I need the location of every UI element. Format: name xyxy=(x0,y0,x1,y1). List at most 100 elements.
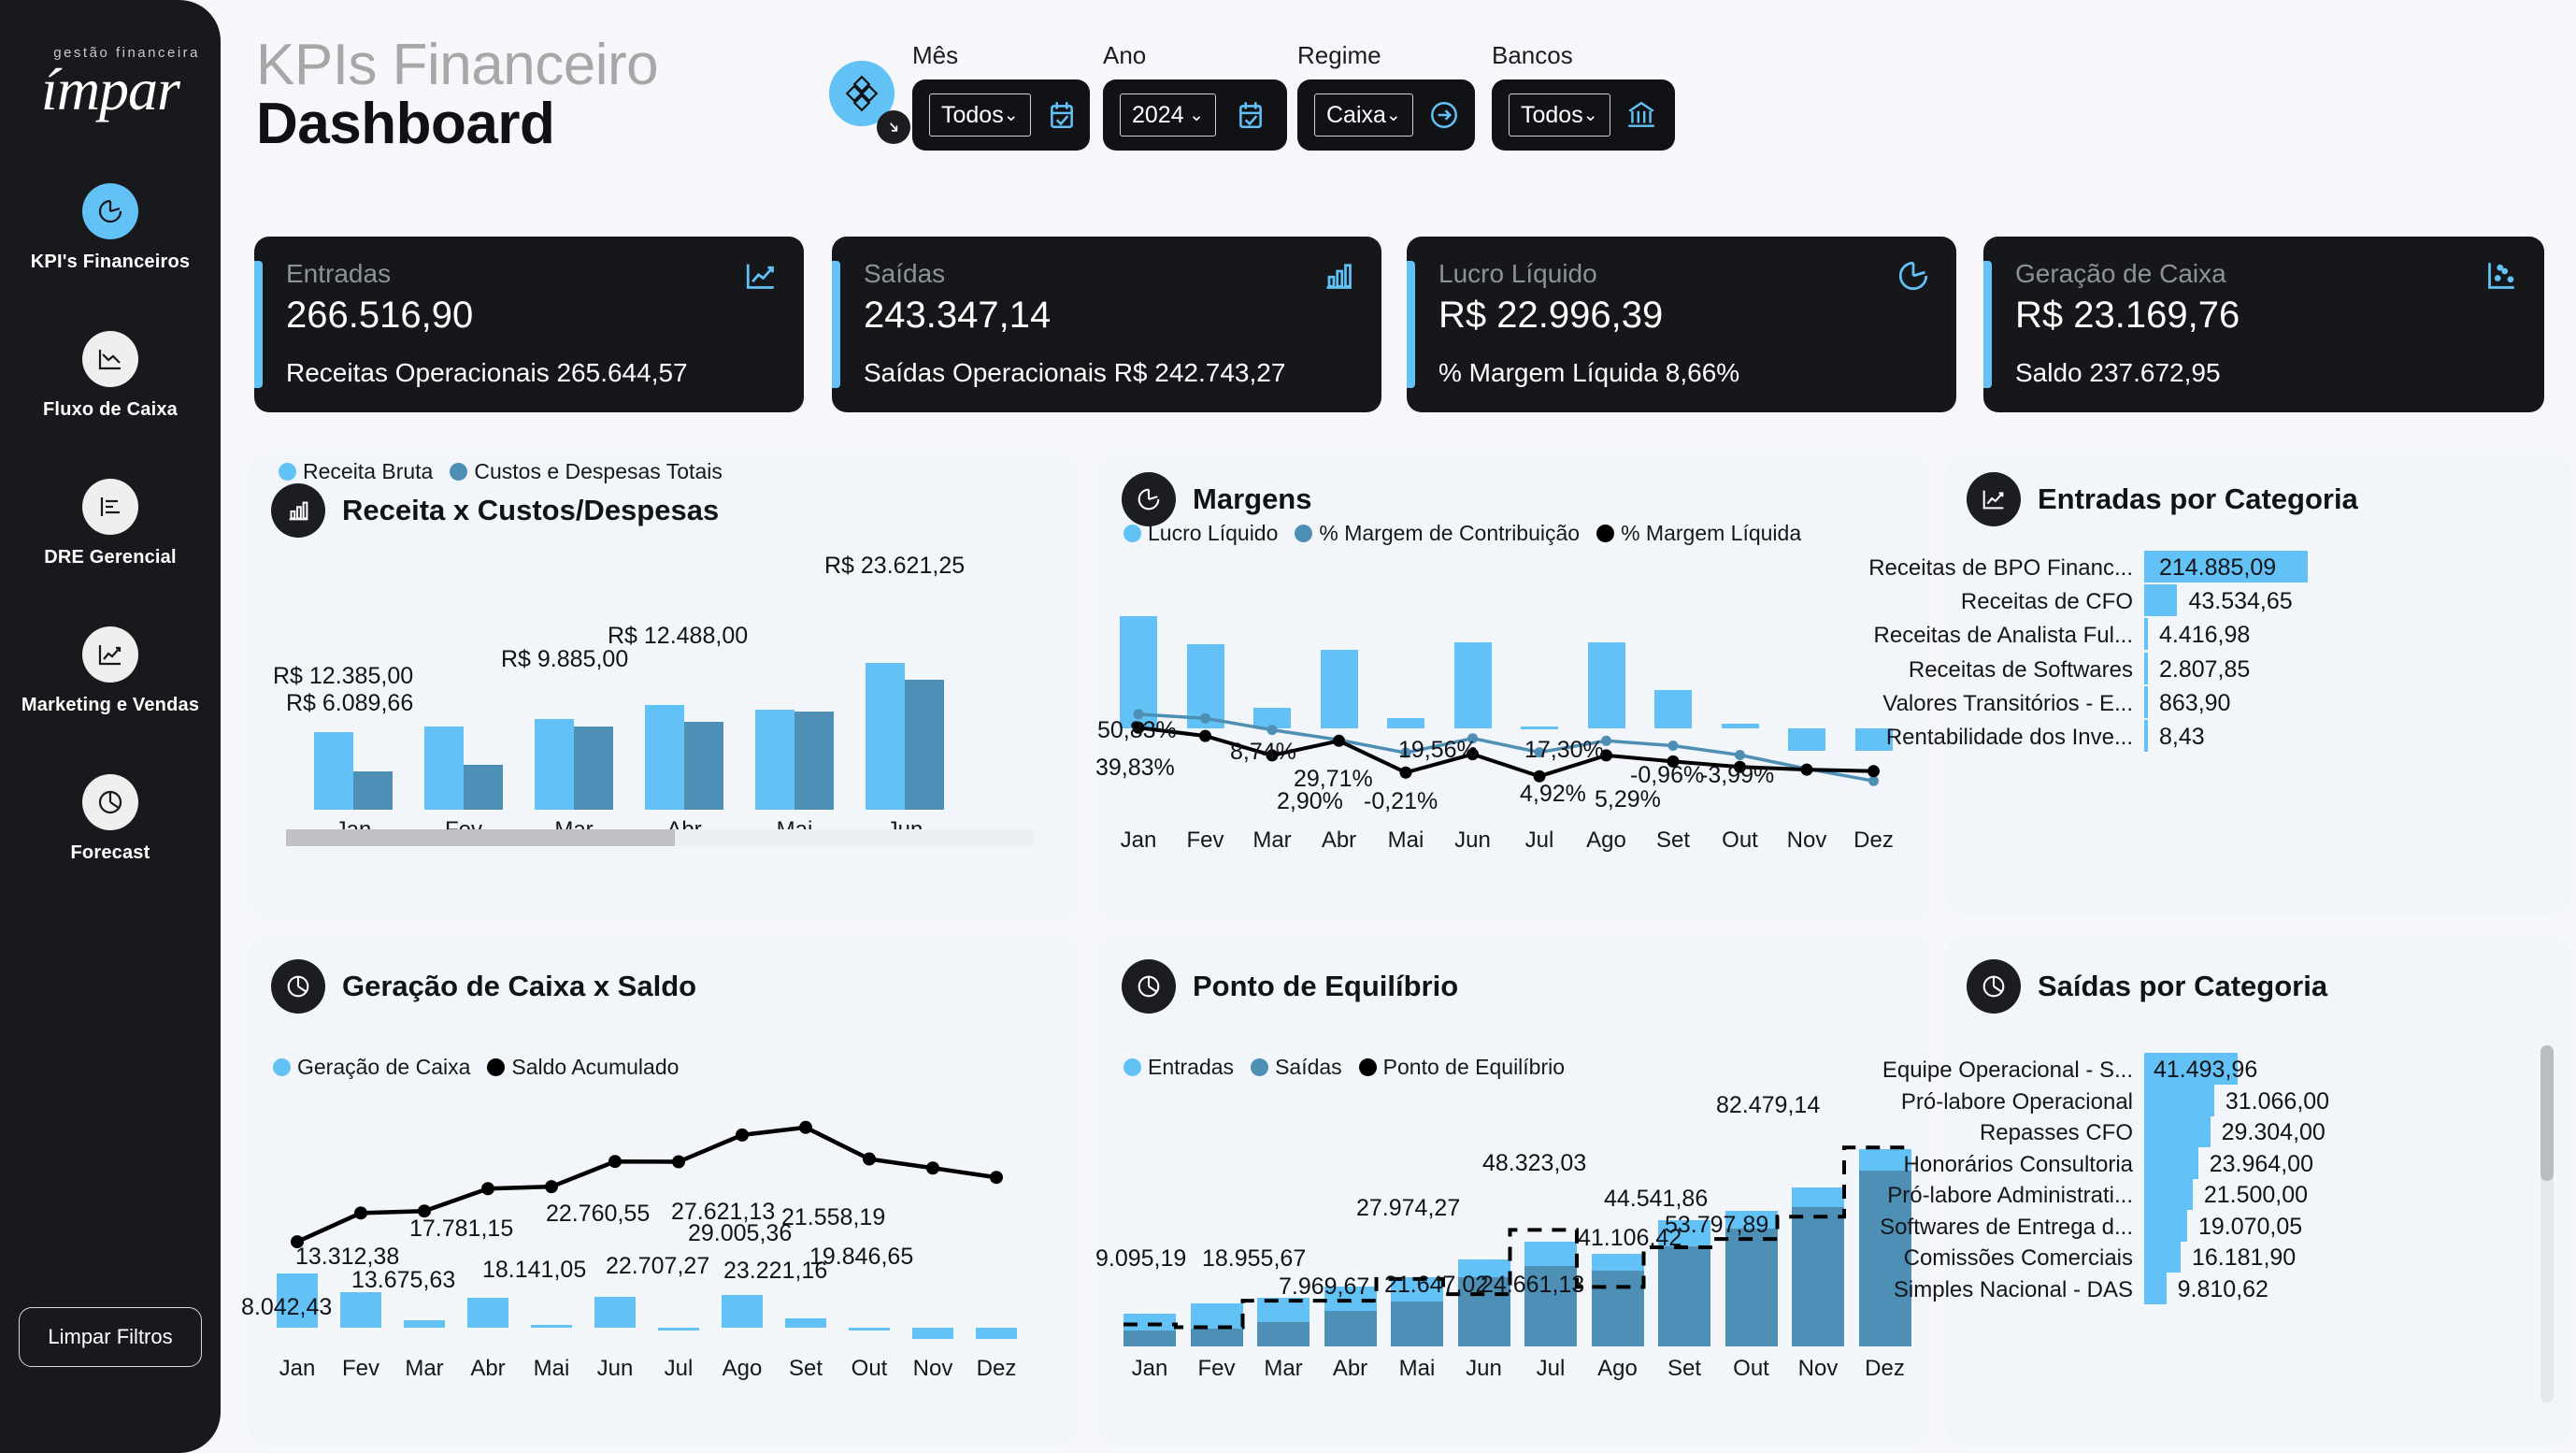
chevron-down-icon: ⌄ xyxy=(1582,105,1598,125)
bank-icon[interactable] xyxy=(1625,94,1658,137)
bar-lucro-Nov xyxy=(1788,728,1825,751)
bar-list-icon xyxy=(82,479,138,535)
filter-select[interactable]: Caixa ⌄ xyxy=(1314,94,1413,137)
sidebar-item-forecast[interactable]: Forecast xyxy=(0,774,221,864)
panel-saidas-categoria: Saídas por Categoria Equipe Operacional -… xyxy=(1880,935,2570,1447)
bar-lucro-Set xyxy=(1654,690,1692,728)
axis-label-Dez: Dez xyxy=(1853,827,1894,853)
kpi-card-lucro-l-quido[interactable]: Lucro Líquido R$ 22.996,39 % Margem Líquid… xyxy=(1407,237,1956,412)
logo: gestão financeira ímpar xyxy=(0,43,221,120)
legend-item[interactable]: Lucro Líquido xyxy=(1123,521,1278,546)
bar-saidas-Nov xyxy=(1792,1207,1844,1346)
bar-Mar-custos xyxy=(574,726,613,810)
legend-label: Lucro Líquido xyxy=(1148,521,1279,545)
clear-filters-button[interactable]: Limpar Filtros xyxy=(19,1307,202,1367)
legend-item[interactable]: % Margem de Contribuição xyxy=(1295,521,1580,546)
legend-swatch xyxy=(1123,1058,1141,1076)
filter-select[interactable]: 2024 ⌄ xyxy=(1120,94,1216,137)
category-value: 16.181,90 xyxy=(2191,1244,2297,1271)
legend-item[interactable]: Custos e Despesas Totais xyxy=(450,459,723,484)
kpi-accent-bar xyxy=(1407,261,1415,388)
axis-label-Mai: Mai xyxy=(1387,827,1424,853)
legend-item[interactable]: Geração de Caixa xyxy=(273,1055,470,1080)
category-bar xyxy=(2144,1241,2181,1273)
arrow-down-right-icon[interactable] xyxy=(877,110,910,144)
category-bar xyxy=(2144,1053,2238,1085)
data-label: 7.969,67 xyxy=(1279,1273,1370,1300)
legend-label: Entradas xyxy=(1148,1055,1235,1079)
category-bar xyxy=(2144,1209,2187,1242)
legend-item[interactable]: Entradas xyxy=(1123,1055,1234,1080)
pie-slice-icon xyxy=(1967,959,2021,1014)
legend-item[interactable]: Saídas xyxy=(1251,1055,1342,1080)
legend-item[interactable]: Receita Bruta xyxy=(279,459,433,484)
bar-saidas-Mar xyxy=(1257,1321,1309,1346)
data-label: 44.541,86 xyxy=(1604,1186,1709,1212)
filter-select[interactable]: Todos ⌄ xyxy=(1509,94,1610,137)
kpi-subtitle: Saldo 237.672,95 xyxy=(2015,358,2221,387)
page-title-line2: Dashboard xyxy=(256,92,555,157)
pie-chart-icon xyxy=(1895,257,1932,295)
data-label: 17.781,15 xyxy=(409,1216,514,1242)
bar-Mai-receita xyxy=(755,709,794,810)
filter-value: Todos xyxy=(941,101,1004,128)
category-value: 4.416,98 xyxy=(2159,622,2251,649)
axis-label-Fev: Fev xyxy=(341,1356,379,1381)
page-title: KPIs Financeiro Dashboard xyxy=(256,36,659,157)
data-label: 22.707,27 xyxy=(606,1253,710,1279)
axis-label-Fev: Fev xyxy=(1186,827,1224,853)
data-label: -3,99% xyxy=(1700,762,1775,788)
line-chart-up-icon xyxy=(742,257,780,295)
bar-geracao-Jul xyxy=(658,1328,699,1331)
horizontal-scrollbar-thumb[interactable] xyxy=(286,829,675,846)
legend-item[interactable]: % Margem Líquida xyxy=(1596,521,1801,546)
axis-label-Nov: Nov xyxy=(1786,827,1827,853)
data-label: 8,74% xyxy=(1230,739,1296,765)
category-label: Equipe Operacional - S... xyxy=(1882,1057,2133,1083)
data-label: 9.095,19 xyxy=(1095,1245,1187,1272)
panel-receita-custos: Receita Bruta Custos e Despesas Totais Rec… xyxy=(249,453,1077,919)
legend-label: % Margem de Contribuição xyxy=(1319,521,1581,545)
filter-ms: Mês Todos ⌄ xyxy=(912,41,1090,151)
calendar-check-icon[interactable] xyxy=(1046,94,1078,137)
sidebar-item-label: Marketing e Vendas xyxy=(21,695,200,715)
kpi-card-sa-das[interactable]: Saídas 243.347,14 Saídas Operacionais R$ 2… xyxy=(832,237,1381,412)
sidebar: gestão financeira ímpar KPI's Financeiro… xyxy=(0,0,221,1453)
sidebar-item-marketing-vendas[interactable]: Marketing e Vendas xyxy=(0,626,221,716)
panel-ponto-equilibrio: Ponto de Equilíbrio Entradas Saídas Ponto d… xyxy=(1095,935,1929,1447)
legend-swatch xyxy=(450,463,468,481)
sidebar-item-dre-gerencial[interactable]: DRE Gerencial xyxy=(0,479,221,568)
bar-lucro-Jan xyxy=(1120,616,1157,728)
sidebar-item-kpis[interactable]: KPI's Financeiros xyxy=(0,183,221,273)
category-label: Receitas de CFO xyxy=(1960,589,2133,615)
bar-geracao-Abr xyxy=(467,1297,508,1328)
kpi-subtitle: Saídas Operacionais R$ 242.743,27 xyxy=(864,358,1286,387)
bar-geracao-Dez xyxy=(976,1328,1017,1340)
sidebar-item-fluxo-caixa[interactable]: Fluxo de Caixa xyxy=(0,331,221,421)
data-label: 22.760,55 xyxy=(546,1201,651,1227)
category-label: Simples Nacional - DAS xyxy=(1893,1276,2133,1302)
legend-item[interactable]: Saldo Acumulado xyxy=(487,1055,679,1080)
calendar-check-icon[interactable] xyxy=(1231,94,1270,137)
category-bar xyxy=(2144,652,2148,684)
pie-chart-icon xyxy=(1122,472,1176,526)
arrow-right-circle-icon[interactable] xyxy=(1428,94,1460,137)
vertical-scrollbar-thumb[interactable] xyxy=(2540,1045,2554,1182)
kpi-accent-bar xyxy=(254,261,263,388)
bar-geracao-Set xyxy=(785,1318,826,1328)
data-label: 5,29% xyxy=(1595,786,1661,813)
bar-lucro-Abr xyxy=(1320,650,1358,728)
panel-title: Receita x Custos/Despesas xyxy=(342,494,720,526)
category-label: Softwares de Entrega d... xyxy=(1880,1214,2133,1240)
kpi-card-entradas[interactable]: Entradas 266.516,90 Receitas Operacionais … xyxy=(254,237,804,412)
legend-swatch xyxy=(279,463,296,481)
bar-Fev-receita xyxy=(424,726,464,810)
legend-item[interactable]: Ponto de Equilíbrio xyxy=(1358,1055,1565,1080)
kpi-value: R$ 23.169,76 xyxy=(2015,295,2240,336)
category-value: 23.964,00 xyxy=(2209,1150,2313,1177)
filter-select[interactable]: Todos ⌄ xyxy=(929,94,1031,137)
kpi-card-gera--o-de-caixa[interactable]: Geração de Caixa R$ 23.169,76 Saldo 237.67… xyxy=(1983,237,2544,412)
legend-swatch xyxy=(1251,1058,1269,1076)
chart-legend: Entradas Saídas Ponto de Equilíbrio xyxy=(1123,1055,1574,1080)
axis-label-Fev: Fev xyxy=(1197,1356,1236,1381)
